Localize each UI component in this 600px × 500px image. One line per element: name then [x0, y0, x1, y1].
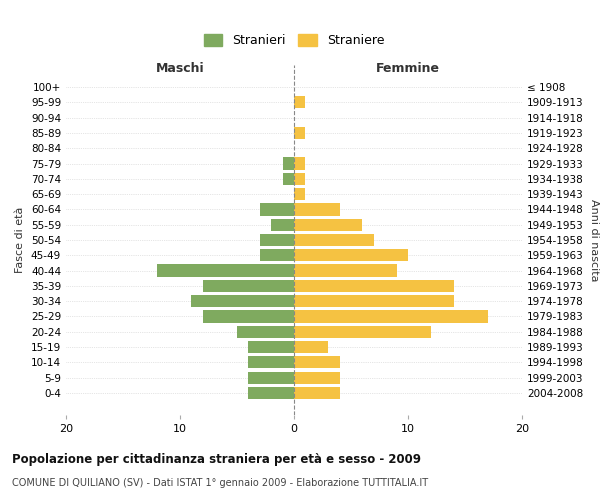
Legend: Stranieri, Straniere: Stranieri, Straniere: [199, 29, 389, 52]
Bar: [248, 387, 294, 399]
Bar: [294, 218, 362, 231]
Bar: [248, 372, 294, 384]
Bar: [237, 326, 294, 338]
Bar: [260, 204, 294, 216]
Text: Maschi: Maschi: [155, 62, 205, 75]
Bar: [294, 280, 454, 292]
Bar: [294, 172, 305, 185]
Bar: [191, 295, 294, 308]
Bar: [260, 249, 294, 262]
Bar: [248, 341, 294, 353]
Bar: [271, 218, 294, 231]
Bar: [294, 264, 397, 276]
Bar: [294, 234, 374, 246]
Bar: [294, 127, 305, 139]
Bar: [283, 172, 294, 185]
Text: COMUNE DI QUILIANO (SV) - Dati ISTAT 1° gennaio 2009 - Elaborazione TUTTITALIA.I: COMUNE DI QUILIANO (SV) - Dati ISTAT 1° …: [12, 478, 428, 488]
Text: Femmine: Femmine: [376, 62, 440, 75]
Bar: [294, 249, 408, 262]
Bar: [294, 204, 340, 216]
Bar: [248, 356, 294, 368]
Bar: [157, 264, 294, 276]
Bar: [203, 310, 294, 322]
Bar: [294, 158, 305, 170]
Bar: [294, 356, 340, 368]
Bar: [203, 280, 294, 292]
Bar: [294, 387, 340, 399]
Y-axis label: Anni di nascita: Anni di nascita: [589, 198, 599, 281]
Bar: [294, 372, 340, 384]
Bar: [294, 310, 488, 322]
Bar: [294, 341, 328, 353]
Text: Popolazione per cittadinanza straniera per età e sesso - 2009: Popolazione per cittadinanza straniera p…: [12, 452, 421, 466]
Bar: [294, 188, 305, 200]
Bar: [294, 326, 431, 338]
Bar: [294, 295, 454, 308]
Bar: [283, 158, 294, 170]
Bar: [294, 96, 305, 108]
Y-axis label: Fasce di età: Fasce di età: [16, 207, 25, 273]
Bar: [260, 234, 294, 246]
